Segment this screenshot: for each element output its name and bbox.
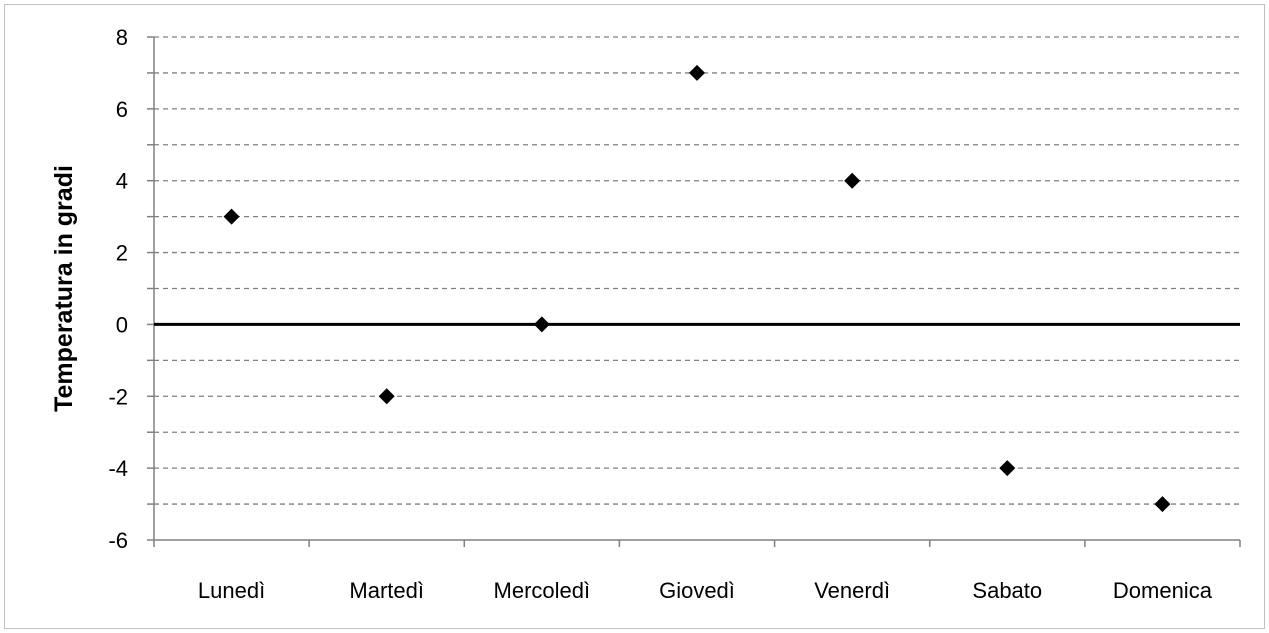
data-point-diamond (378, 388, 395, 405)
y-tick-labels: 8 6 4 2 0 -2 -4 -6 (108, 25, 128, 553)
data-point-diamond (223, 208, 240, 225)
data-point-diamond (533, 316, 550, 333)
y-tick-label: 6 (116, 97, 128, 122)
data-point-diamond (999, 460, 1016, 477)
x-category-label: Lunedì (198, 578, 265, 603)
grid-lines (154, 36, 1240, 505)
x-category-label: Martedì (349, 578, 424, 603)
y-tick-label: 4 (116, 169, 128, 194)
y-tick-label: -4 (108, 456, 128, 481)
x-category-labels: Lunedì Martedì Mercoledì Giovedì Venerdì Saba… (198, 578, 1213, 603)
data-point-diamond (689, 64, 705, 81)
y-tick-label: 0 (116, 312, 128, 337)
y-axis-title: Temperatura in gradi (50, 165, 78, 412)
x-category-label: Giovedì (659, 578, 735, 603)
data-points (223, 64, 1171, 513)
axes (147, 36, 1241, 547)
y-tick-label: 2 (116, 241, 128, 266)
y-tick-label: 8 (116, 25, 128, 50)
x-category-label: Sabato (972, 578, 1042, 603)
y-tick-label: -6 (108, 528, 128, 553)
x-category-label: Domenica (1113, 578, 1213, 603)
chart-frame (4, 4, 1265, 629)
x-category-label: Venerdì (814, 578, 890, 603)
y-tick-label: -2 (108, 384, 128, 409)
data-point-diamond (1154, 496, 1171, 513)
data-point-diamond (844, 172, 861, 189)
x-category-label: Mercoledì (494, 578, 591, 603)
